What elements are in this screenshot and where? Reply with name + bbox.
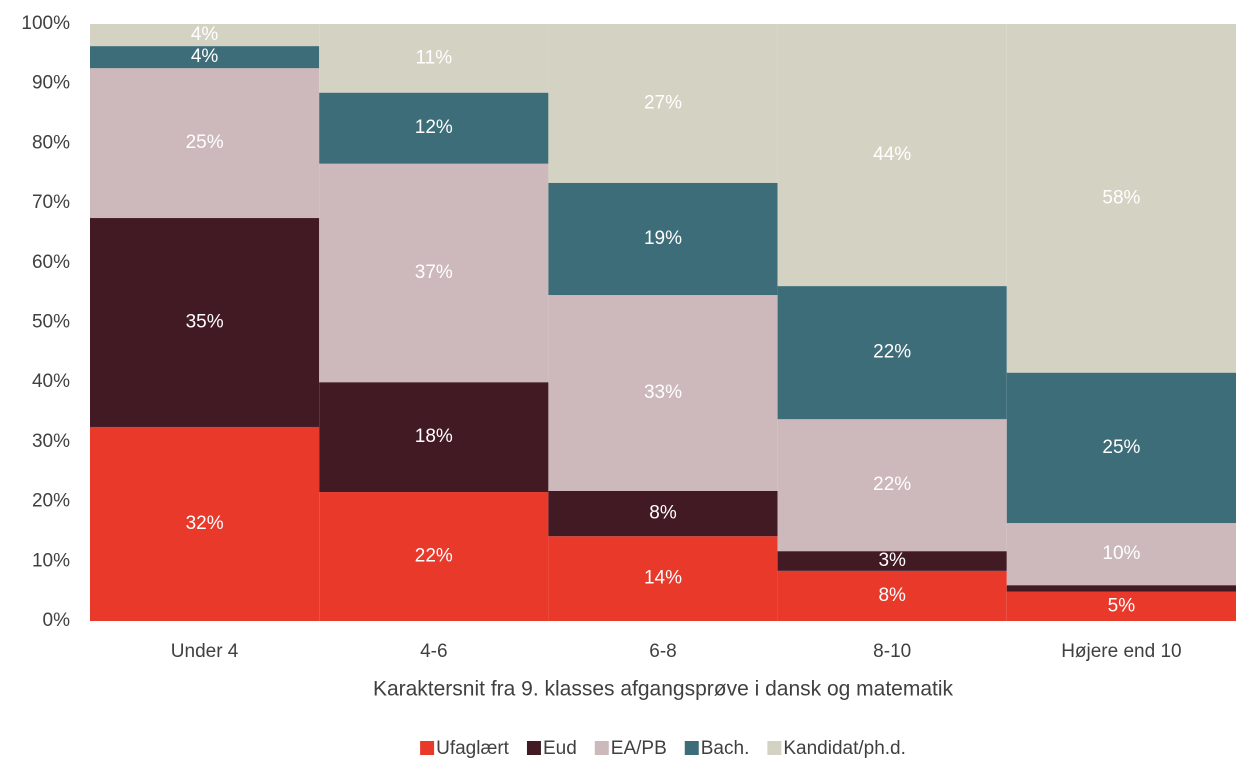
bar-segment xyxy=(777,570,1007,621)
bar-segment xyxy=(777,419,1007,552)
data-label: 4% xyxy=(191,46,219,67)
bar-segment xyxy=(548,295,778,491)
y-tick-label: 0% xyxy=(43,610,71,631)
bar-segment xyxy=(1006,372,1236,524)
y-tick-label: 20% xyxy=(32,491,70,512)
legend-swatch xyxy=(526,741,541,755)
data-label: 22% xyxy=(415,546,453,567)
bar-segment xyxy=(90,426,320,621)
y-tick-label: 30% xyxy=(32,431,70,452)
y-tick-label: 70% xyxy=(32,192,70,213)
bar-segment xyxy=(319,163,549,383)
legend-label: Bach. xyxy=(701,738,750,759)
legend: Ufaglært Eud EA/PB Bach. Kandidat/ph.d. xyxy=(420,738,906,759)
bar-segment xyxy=(548,536,778,621)
x-tick-label: Højere end 10 xyxy=(1061,641,1181,662)
data-label: 25% xyxy=(186,132,224,153)
data-label: 12% xyxy=(415,117,453,138)
y-tick-label: 40% xyxy=(32,371,70,392)
data-label: 8% xyxy=(878,585,906,606)
bar-segment xyxy=(1006,585,1236,592)
y-tick-label: 80% xyxy=(32,132,70,153)
y-tick-label: 90% xyxy=(32,73,70,94)
data-label: 44% xyxy=(873,144,911,165)
x-tick-label: 6-8 xyxy=(649,641,676,662)
bar-segment xyxy=(90,218,320,427)
data-label: 22% xyxy=(873,342,911,363)
data-label: 27% xyxy=(644,92,682,113)
bar-segment xyxy=(90,24,320,47)
data-label: 19% xyxy=(644,228,682,249)
bar-segment xyxy=(1006,24,1236,373)
y-tick-label: 60% xyxy=(32,252,70,273)
data-label: 35% xyxy=(186,312,224,333)
bar-segment xyxy=(319,492,549,621)
legend-swatch xyxy=(767,741,782,755)
y-tick-label: 50% xyxy=(32,312,70,333)
bar-segment xyxy=(319,24,549,93)
data-label: 33% xyxy=(644,382,682,403)
bar-segment xyxy=(548,24,778,183)
data-label: 18% xyxy=(415,426,453,447)
data-label: 3% xyxy=(878,550,906,571)
data-label: 37% xyxy=(415,262,453,283)
data-label: 32% xyxy=(186,513,224,534)
legend-label: Eud xyxy=(543,738,577,759)
bar-segment xyxy=(319,382,549,493)
x-tick-label: Under 4 xyxy=(171,641,239,662)
legend-swatch xyxy=(684,741,699,755)
x-tick-label: 8-10 xyxy=(873,641,911,662)
bar-segment xyxy=(777,551,1007,571)
data-label: 22% xyxy=(873,474,911,495)
bar-segment xyxy=(1006,523,1236,586)
x-tick-label: 4-6 xyxy=(420,641,447,662)
data-label: 8% xyxy=(649,503,677,524)
bar-segment xyxy=(548,490,778,537)
x-axis-title: Karaktersnit fra 9. klasses afgangsprøve… xyxy=(373,678,954,701)
data-label: 4% xyxy=(191,24,219,45)
legend-swatch xyxy=(594,741,609,755)
bar-segment xyxy=(90,46,320,69)
bar-segment xyxy=(548,182,778,296)
data-label: 5% xyxy=(1108,595,1136,616)
legend-label: EA/PB xyxy=(611,738,667,759)
data-label: 58% xyxy=(1102,187,1140,208)
bar-segment xyxy=(777,286,1007,420)
data-label: 14% xyxy=(644,568,682,589)
data-label: 25% xyxy=(1102,437,1140,458)
data-label: 10% xyxy=(1102,543,1140,564)
data-label: 11% xyxy=(415,47,452,68)
bar-segment xyxy=(90,68,320,219)
bar-segment xyxy=(1006,591,1236,621)
legend-label: Ufaglært xyxy=(436,738,510,759)
y-tick-label: 100% xyxy=(21,13,70,34)
legend-swatch xyxy=(420,741,435,755)
bar-segment xyxy=(319,92,549,164)
y-tick-label: 10% xyxy=(32,550,70,571)
bar-segment xyxy=(777,24,1007,287)
legend-label: Kandidat/ph.d. xyxy=(783,738,906,759)
